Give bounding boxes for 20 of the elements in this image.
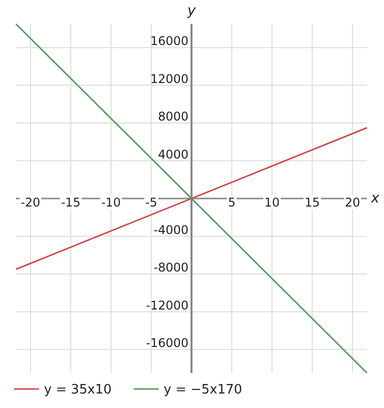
- x-axis-title: x: [370, 190, 380, 207]
- y-axis-title: y: [186, 3, 196, 19]
- y-tick-label: -8000: [154, 260, 188, 275]
- y-tick-label: 16000: [150, 34, 188, 48]
- y-tick-label: -16000: [146, 336, 188, 350]
- y-tick-label: 8000: [158, 110, 188, 124]
- y-tick-label: 4000: [158, 147, 188, 162]
- x-tick-label: 20: [344, 195, 360, 210]
- x-tick-label: 5: [228, 195, 236, 210]
- x-tick-label: 10: [264, 195, 280, 210]
- x-tick-label: -10: [101, 195, 121, 210]
- legend-label: y = 35x10: [44, 382, 112, 398]
- y-tick-label: 12000: [150, 72, 188, 86]
- y-tick-label: -4000: [154, 222, 188, 237]
- y-tick-label: -12000: [146, 298, 188, 312]
- x-tick-label: -15: [60, 195, 81, 210]
- x-tick-label: -20: [20, 195, 40, 210]
- x-tick-label: -5: [145, 195, 158, 210]
- x-tick-label: 15: [304, 195, 320, 210]
- legend-label: y = −5x170: [164, 382, 242, 398]
